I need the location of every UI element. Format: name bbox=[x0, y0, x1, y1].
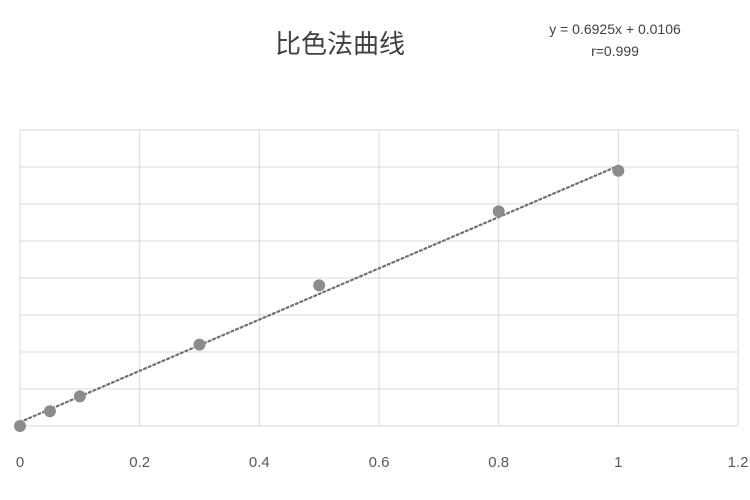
data-point bbox=[492, 205, 505, 218]
x-tick-label: 1.2 bbox=[728, 454, 749, 471]
x-tick-label: 0.2 bbox=[129, 454, 150, 471]
data-point bbox=[612, 164, 625, 177]
trendline bbox=[18, 164, 620, 424]
correlation-coefficient: r=0.999 bbox=[591, 43, 639, 59]
data-points bbox=[14, 164, 625, 432]
chart-title: 比色法曲线 bbox=[274, 30, 405, 60]
trendline-equation: y = 0.6925x + 0.0106 bbox=[549, 21, 681, 37]
data-point bbox=[313, 279, 326, 292]
data-point bbox=[43, 405, 56, 418]
data-point bbox=[193, 338, 206, 351]
data-point bbox=[14, 420, 26, 432]
x-tick-label: 0.8 bbox=[488, 454, 509, 471]
x-tick-label: 0 bbox=[16, 454, 24, 471]
grid bbox=[19, 129, 739, 427]
data-point bbox=[73, 390, 86, 403]
x-tick-label: 0.6 bbox=[369, 454, 390, 471]
x-tick-label: 0.4 bbox=[249, 454, 270, 471]
x-tick-label: 1 bbox=[614, 454, 622, 471]
trendline-group bbox=[18, 164, 620, 424]
trendline-equation-box: y = 0.6925x + 0.0106 r=0.999 bbox=[540, 18, 690, 62]
x-axis-ticks: 0 0.2 0.4 0.6 0.8 1 1.2 bbox=[16, 454, 749, 471]
